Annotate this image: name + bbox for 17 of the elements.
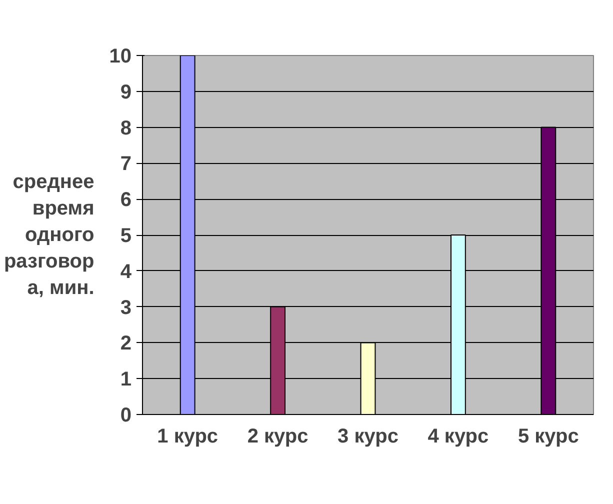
- x-tick-label: 4 курс: [428, 426, 489, 448]
- y-tick-label: 10: [109, 46, 132, 68]
- y-tick-label: 7: [120, 153, 132, 176]
- y-tick-label: 4: [120, 260, 132, 283]
- y-tick-label: 8: [120, 117, 132, 140]
- y-tick-label: 1: [120, 368, 132, 391]
- x-tick-label: 2 курс: [247, 426, 308, 448]
- y-tick-label: 0: [120, 404, 132, 426]
- x-tick-label: 1 курс: [157, 426, 218, 448]
- y-tick-label: 5: [120, 225, 132, 247]
- y-tick-label: 2: [120, 332, 132, 355]
- x-tick-label: 5 курс: [518, 426, 579, 448]
- y-axis-title: среднее время одного разговор а, мин.: [4, 171, 94, 299]
- y-tick-label: 9: [120, 81, 132, 104]
- x-tick-label: 3 курс: [338, 426, 398, 448]
- y-tick-label: 3: [120, 296, 132, 319]
- y-tick-label: 6: [120, 189, 132, 212]
